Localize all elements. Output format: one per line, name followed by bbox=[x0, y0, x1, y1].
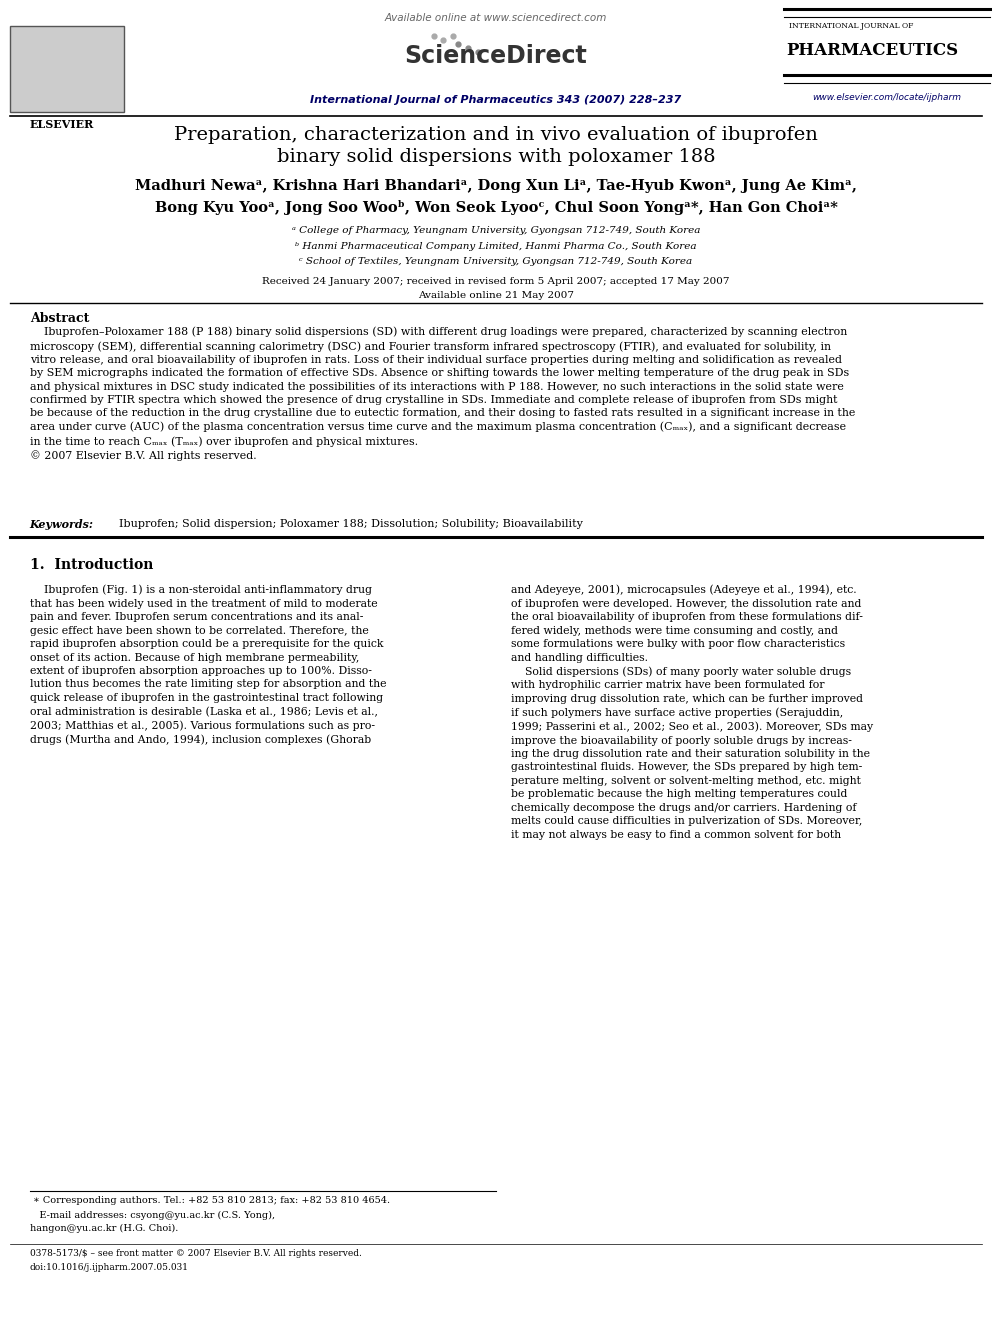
Text: PHARMACEUTICS: PHARMACEUTICS bbox=[787, 42, 959, 60]
Text: Abstract: Abstract bbox=[30, 312, 89, 325]
Text: ∗ Corresponding authors. Tel.: +82 53 810 2813; fax: +82 53 810 4654.: ∗ Corresponding authors. Tel.: +82 53 81… bbox=[30, 1196, 390, 1205]
Text: Ibuprofen; Solid dispersion; Poloxamer 188; Dissolution; Solubility; Bioavailabi: Ibuprofen; Solid dispersion; Poloxamer 1… bbox=[112, 519, 583, 529]
Text: ᵃ College of Pharmacy, Yeungnam University, Gyongsan 712-749, South Korea: ᵃ College of Pharmacy, Yeungnam Universi… bbox=[292, 226, 700, 235]
Text: Ibuprofen (Fig. 1) is a non-steroidal anti-inflammatory drug
that has been widel: Ibuprofen (Fig. 1) is a non-steroidal an… bbox=[30, 585, 386, 745]
Text: International Journal of Pharmaceutics 343 (2007) 228–237: International Journal of Pharmaceutics 3… bbox=[310, 95, 682, 106]
Text: INTERNATIONAL JOURNAL OF: INTERNATIONAL JOURNAL OF bbox=[789, 22, 913, 30]
Text: www.elsevier.com/locate/ijpharm: www.elsevier.com/locate/ijpharm bbox=[812, 93, 961, 102]
Text: doi:10.1016/j.ijpharm.2007.05.031: doi:10.1016/j.ijpharm.2007.05.031 bbox=[30, 1263, 188, 1273]
Text: binary solid dispersions with poloxamer 188: binary solid dispersions with poloxamer … bbox=[277, 148, 715, 167]
Bar bbox=[10, 26, 124, 112]
Text: Bong Kyu Yooᵃ, Jong Soo Wooᵇ, Won Seok Lyooᶜ, Chul Soon Yongᵃ*, Han Gon Choiᵃ*: Bong Kyu Yooᵃ, Jong Soo Wooᵇ, Won Seok L… bbox=[155, 200, 837, 214]
Text: hangon@yu.ac.kr (H.G. Choi).: hangon@yu.ac.kr (H.G. Choi). bbox=[30, 1224, 179, 1233]
Text: 0378-5173/$ – see front matter © 2007 Elsevier B.V. All rights reserved.: 0378-5173/$ – see front matter © 2007 El… bbox=[30, 1249, 362, 1258]
Text: E L S E V I E R: E L S E V I E R bbox=[38, 62, 86, 67]
Text: Available online at www.sciencedirect.com: Available online at www.sciencedirect.co… bbox=[385, 13, 607, 24]
Text: Received 24 January 2007; received in revised form 5 April 2007; accepted 17 May: Received 24 January 2007; received in re… bbox=[262, 277, 730, 286]
Text: Preparation, characterization and in vivo evaluation of ibuprofen: Preparation, characterization and in viv… bbox=[174, 126, 818, 144]
Text: and Adeyeye, 2001), microcapsules (Adeyeye et al., 1994), etc.
of ibuprofen were: and Adeyeye, 2001), microcapsules (Adeye… bbox=[511, 585, 873, 840]
Text: ᵇ Hanmi Pharmaceutical Company Limited, Hanmi Pharma Co., South Korea: ᵇ Hanmi Pharmaceutical Company Limited, … bbox=[296, 242, 696, 251]
Text: ᶜ School of Textiles, Yeungnam University, Gyongsan 712-749, South Korea: ᶜ School of Textiles, Yeungnam Universit… bbox=[300, 257, 692, 266]
Text: Keywords:: Keywords: bbox=[30, 519, 94, 529]
Text: ELSEVIER: ELSEVIER bbox=[30, 119, 94, 130]
Text: 1.  Introduction: 1. Introduction bbox=[30, 558, 153, 573]
Text: E-mail addresses: csyong@yu.ac.kr (C.S. Yong),: E-mail addresses: csyong@yu.ac.kr (C.S. … bbox=[30, 1211, 275, 1220]
Text: Available online 21 May 2007: Available online 21 May 2007 bbox=[418, 291, 574, 300]
Text: Ibuprofen–Poloxamer 188 (P 188) binary solid dispersions (SD) with different dru: Ibuprofen–Poloxamer 188 (P 188) binary s… bbox=[30, 327, 855, 462]
Text: Madhuri Newaᵃ, Krishna Hari Bhandariᵃ, Dong Xun Liᵃ, Tae-Hyub Kwonᵃ, Jung Ae Kim: Madhuri Newaᵃ, Krishna Hari Bhandariᵃ, D… bbox=[135, 179, 857, 193]
Text: ScienceDirect: ScienceDirect bbox=[405, 44, 587, 67]
